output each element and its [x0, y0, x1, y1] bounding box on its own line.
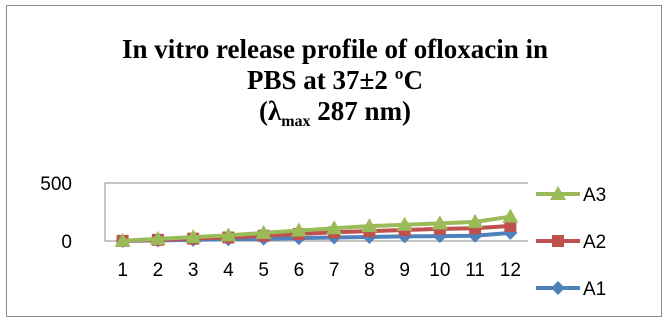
- x-tick-label: 1: [117, 260, 128, 281]
- data-point-a3: [431, 215, 448, 230]
- x-tick-label: 9: [399, 260, 410, 281]
- x-tick-label: 5: [258, 260, 269, 281]
- y-tick-label: 0: [61, 232, 72, 253]
- x-tick-label: 7: [329, 260, 340, 281]
- data-point-a3: [149, 230, 166, 245]
- legend-label-a1: A1: [583, 279, 606, 300]
- data-point-a3: [114, 232, 131, 247]
- legend-marker-a3: [550, 186, 566, 200]
- title-wavelength: 287 nm): [310, 96, 412, 126]
- chart-area: [6, 5, 662, 317]
- data-point-a3: [290, 222, 307, 237]
- y-tick-label: 500: [40, 174, 72, 195]
- x-tick-label: 4: [223, 260, 234, 281]
- x-tick-label: 12: [500, 260, 521, 281]
- data-point-a3: [326, 220, 343, 235]
- legend-marker-a1: [551, 281, 565, 295]
- chart-title: In vitro release profile of ofloxacin in…: [0, 34, 670, 137]
- series-line-a3: [122, 214, 511, 243]
- chart-title-line-3: (λmax 287 nm): [0, 96, 670, 137]
- data-point-a3: [467, 213, 484, 228]
- data-point-a3: [185, 229, 202, 244]
- data-point-a3: [361, 218, 378, 233]
- legend-marker-a2: [552, 235, 564, 247]
- x-tick-label: 11: [465, 260, 485, 281]
- chart-title-line-1: In vitro release profile of ofloxacin in: [122, 34, 548, 64]
- data-point-a3: [396, 216, 413, 231]
- data-point-a3: [255, 224, 272, 239]
- x-tick-label: 3: [188, 260, 199, 281]
- data-point-a2: [504, 219, 517, 232]
- x-tick-label: 2: [153, 260, 164, 281]
- legend-label-a2: A2: [583, 232, 606, 253]
- legend-label-a3: A3: [583, 185, 606, 206]
- x-tick-label: 8: [364, 260, 375, 281]
- data-point-a3: [220, 227, 237, 242]
- data-point-a3: [502, 208, 519, 223]
- title-lambda: (λ: [258, 96, 282, 126]
- title-subscript-max: max: [281, 113, 311, 130]
- x-tick-label: 6: [294, 260, 305, 281]
- chart-title-line-2: PBS at 37±2 ºC: [247, 65, 423, 95]
- x-tick-label: 10: [429, 260, 450, 281]
